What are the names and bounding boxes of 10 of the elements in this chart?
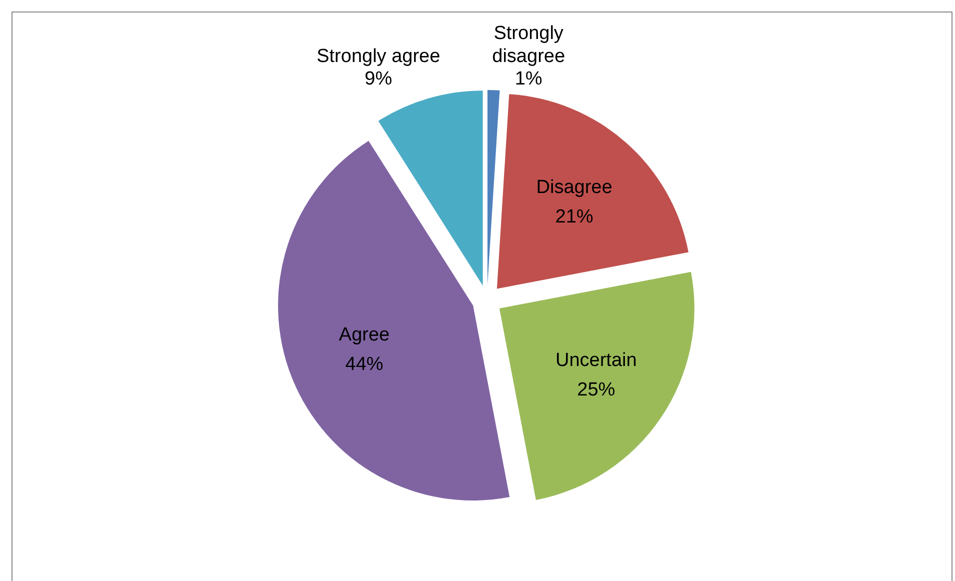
data-label: 44% [345,354,384,375]
slice-label: Strongly disagree [492,23,566,67]
data-label: 1% [514,68,542,90]
data-label: 9% [364,68,392,90]
slice-label: Uncertain [556,350,637,372]
slice-label: Agree [338,324,390,346]
data-label: 21% [555,206,594,228]
slice-label: Disagree [536,176,612,198]
slice-label: Strongly agree [316,46,440,67]
data-label: 25% [577,380,616,401]
